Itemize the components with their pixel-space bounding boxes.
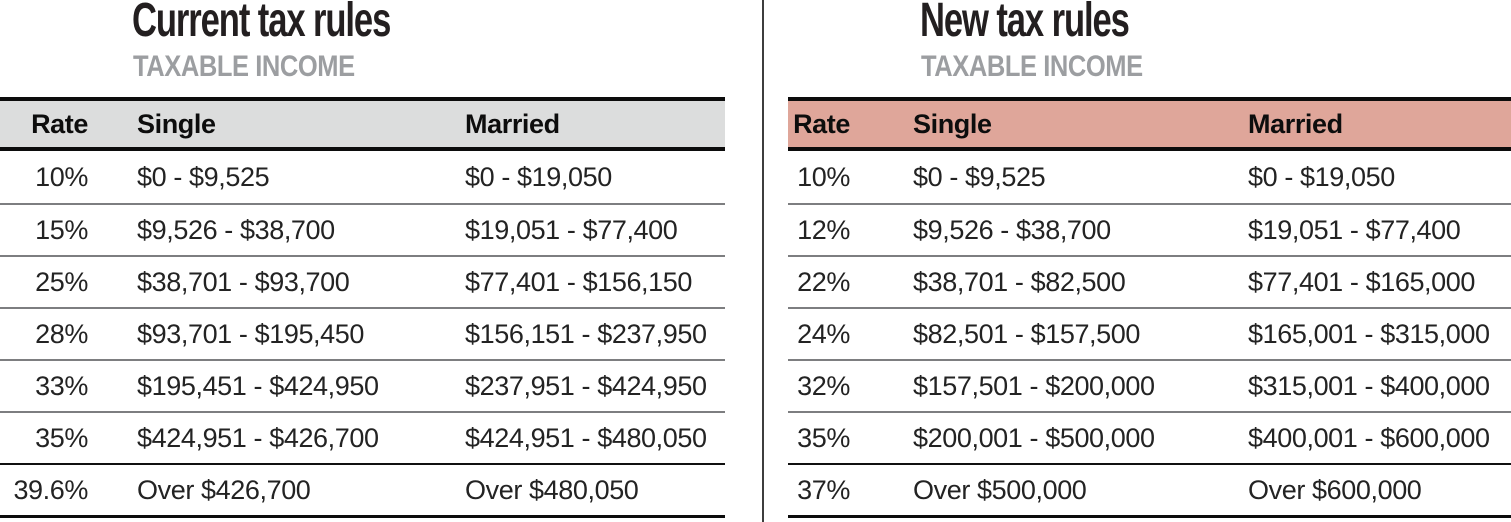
- table-row: 10% $0 - $9,525 $0 - $19,050: [0, 151, 725, 203]
- column-header-rate: Rate: [31, 108, 88, 139]
- table-row: 12% $9,526 - $38,700 $19,051 - $77,400: [788, 203, 1511, 255]
- single-cell: $200,001 - $500,000: [913, 422, 1155, 453]
- table-body: 10% $0 - $9,525 $0 - $19,050 12% $9,526 …: [788, 151, 1511, 518]
- table-row: 35% $200,001 - $500,000 $400,001 - $600,…: [788, 411, 1511, 463]
- column-header-single: Single: [137, 108, 216, 139]
- married-cell: $77,401 - $156,150: [465, 266, 693, 297]
- single-cell: $9,526 - $38,700: [913, 214, 1111, 245]
- table-row: 28% $93,701 - $195,450 $156,151 - $237,9…: [0, 307, 725, 359]
- single-cell: Over $500,000: [913, 474, 1087, 505]
- current-rules-subtitle: TAXABLE INCOME: [133, 50, 355, 83]
- table-row: 15% $9,526 - $38,700 $19,051 - $77,400: [0, 203, 725, 255]
- column-header-single: Single: [913, 108, 992, 139]
- single-cell: $38,701 - $93,700: [137, 266, 350, 297]
- rate-cell: 28%: [35, 318, 88, 349]
- rate-cell: 33%: [35, 370, 88, 401]
- column-header-married: Married: [465, 108, 560, 139]
- table-row: 24% $82,501 - $157,500 $165,001 - $315,0…: [788, 307, 1511, 359]
- married-cell: Over $600,000: [1248, 474, 1422, 505]
- rate-cell: 32%: [797, 370, 850, 401]
- table-row: 22% $38,701 - $82,500 $77,401 - $165,000: [788, 255, 1511, 307]
- single-cell: Over $426,700: [137, 474, 311, 505]
- table-body: 10% $0 - $9,525 $0 - $19,050 15% $9,526 …: [0, 151, 725, 518]
- single-cell: $0 - $9,525: [137, 161, 270, 192]
- table-header-row: Rate Single Married: [0, 97, 725, 151]
- new-rules-subtitle: TAXABLE INCOME: [921, 50, 1143, 83]
- table-row: 32% $157,501 - $200,000 $315,001 - $400,…: [788, 359, 1511, 411]
- single-cell: $93,701 - $195,450: [137, 318, 365, 349]
- table-row: 37% Over $500,000 Over $600,000: [788, 463, 1511, 515]
- married-cell: $19,051 - $77,400: [1248, 214, 1461, 245]
- table-row: 25% $38,701 - $93,700 $77,401 - $156,150: [0, 255, 725, 307]
- married-cell: $156,151 - $237,950: [465, 318, 707, 349]
- table-row: 10% $0 - $9,525 $0 - $19,050: [788, 151, 1511, 203]
- married-cell: $0 - $19,050: [1248, 161, 1395, 192]
- rate-cell: 24%: [797, 318, 850, 349]
- rate-cell: 37%: [797, 474, 850, 505]
- table-row: 39.6% Over $426,700 Over $480,050: [0, 463, 725, 515]
- married-cell: $77,401 - $165,000: [1248, 266, 1476, 297]
- table-row: 33% $195,451 - $424,950 $237,951 - $424,…: [0, 359, 725, 411]
- column-header-married: Married: [1248, 108, 1343, 139]
- rate-cell: 22%: [797, 266, 850, 297]
- married-cell: $0 - $19,050: [465, 161, 612, 192]
- rate-cell: 15%: [35, 214, 88, 245]
- married-cell: $165,001 - $315,000: [1248, 318, 1490, 349]
- single-cell: $424,951 - $426,700: [137, 422, 379, 453]
- column-header-rate: Rate: [793, 108, 850, 139]
- table-row: 35% $424,951 - $426,700 $424,951 - $480,…: [0, 411, 725, 463]
- married-cell: $400,001 - $600,000: [1248, 422, 1490, 453]
- single-cell: $195,451 - $424,950: [137, 370, 379, 401]
- rate-cell: 25%: [35, 266, 88, 297]
- married-cell: $19,051 - $77,400: [465, 214, 678, 245]
- current-rules-table: Rate Single Married 10% $0 - $9,525 $0 -…: [0, 97, 725, 518]
- new-rules-title: New tax rules: [920, 0, 1130, 47]
- rate-cell: 35%: [35, 422, 88, 453]
- single-cell: $82,501 - $157,500: [913, 318, 1141, 349]
- married-cell: Over $480,050: [465, 474, 639, 505]
- new-rules-panel: New tax rules TAXABLE INCOME Rate Single…: [788, 0, 1511, 522]
- married-cell: $237,951 - $424,950: [465, 370, 707, 401]
- single-cell: $38,701 - $82,500: [913, 266, 1126, 297]
- rate-cell: 35%: [797, 422, 850, 453]
- rate-cell: 39.6%: [13, 474, 88, 505]
- panel-divider: [762, 0, 764, 522]
- single-cell: $157,501 - $200,000: [913, 370, 1155, 401]
- single-cell: $9,526 - $38,700: [137, 214, 335, 245]
- rate-cell: 10%: [35, 161, 88, 192]
- current-rules-title: Current tax rules: [132, 0, 391, 47]
- married-cell: $315,001 - $400,000: [1248, 370, 1490, 401]
- rate-cell: 10%: [797, 161, 850, 192]
- single-cell: $0 - $9,525: [913, 161, 1046, 192]
- rate-cell: 12%: [797, 214, 850, 245]
- current-rules-panel: Current tax rules TAXABLE INCOME Rate Si…: [0, 0, 725, 522]
- married-cell: $424,951 - $480,050: [465, 422, 707, 453]
- new-rules-table: Rate Single Married 10% $0 - $9,525 $0 -…: [788, 97, 1511, 518]
- table-header-row: Rate Single Married: [788, 97, 1511, 151]
